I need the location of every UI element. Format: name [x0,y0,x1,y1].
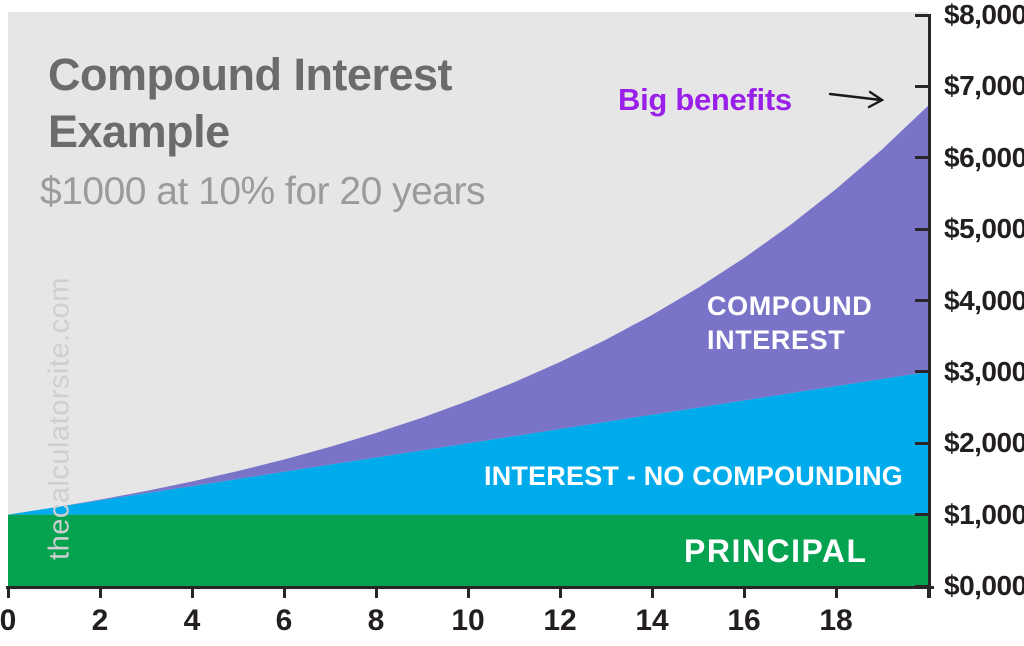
x-tick-label: 16 [727,604,761,637]
y-tick-label: $4,000 [944,284,1024,316]
x-tick-label: 12 [543,604,577,637]
arrow-right-icon [826,84,892,112]
chart-title-line2: Example [48,106,230,157]
y-tick [915,84,929,88]
y-tick-label: $2,000 [944,427,1024,459]
y-tick [915,370,929,374]
x-tick-label: 4 [183,604,201,637]
x-axis-line [6,586,934,589]
y-axis-line [928,14,931,598]
y-tick-label: $5,000 [944,213,1024,245]
x-tick-label: 8 [367,604,385,637]
compound-interest-label: COMPOUND INTEREST [707,289,872,357]
x-tick [98,586,102,598]
x-tick [374,586,378,598]
y-tick [915,299,929,302]
x-tick [6,586,10,598]
chart-title: Compound Interest Example [48,46,453,160]
compound-interest-area [8,105,928,515]
x-tick [558,586,562,598]
y-tick-label: $8,000 [944,0,1024,30]
y-tick [915,227,929,231]
watermark: thecalculatorsite.com [43,277,76,560]
y-tick [915,441,929,445]
principal-label: PRINCIPAL [684,533,868,569]
big-benefits-annotation: Big benefits [618,82,792,117]
y-tick-label: $0,000 [944,570,1024,601]
y-tick [915,584,929,588]
x-tick [926,586,930,598]
y-tick-label: $3,000 [944,355,1024,387]
chart-subtitle: $1000 at 10% for 20 years [40,170,485,213]
x-tick-label: 10 [451,604,485,637]
x-tick-label: 6 [275,604,293,637]
y-tick [915,13,929,17]
principal-area [8,514,928,586]
y-tick-label: $7,000 [944,70,1024,102]
y-tick-label: $1,000 [944,498,1024,530]
x-tick-label: 18 [819,604,853,637]
x-tick-label: 0 [0,604,17,637]
y-tick [915,156,929,160]
x-tick-label: 2 [91,604,109,637]
chart-title-line1: Compound Interest [48,49,453,100]
x-tick [466,586,470,598]
plot-area: thecalculatorsite.com Compound Interest … [8,12,928,586]
x-tick [834,586,838,598]
simple-interest-label: INTEREST - NO COMPOUNDING [484,461,904,491]
x-tick [650,586,654,598]
compound-interest-label-line1: COMPOUND [707,291,873,321]
x-tick [282,586,286,598]
x-tick [742,586,746,598]
compound-interest-label-line2: INTEREST [707,325,846,355]
y-tick-label: $6,000 [944,141,1024,173]
y-tick [915,513,929,517]
x-tick-label: 14 [635,604,669,637]
stacked-area-chart [8,105,928,586]
x-tick [190,586,194,598]
